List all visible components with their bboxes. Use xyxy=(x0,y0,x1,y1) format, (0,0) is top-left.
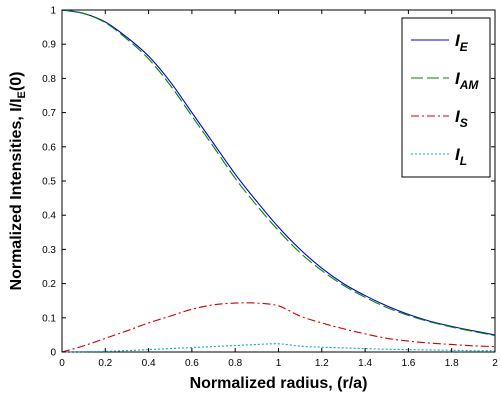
legend-label-subscript: E xyxy=(460,40,469,54)
legend-label-l: IL xyxy=(455,145,467,168)
series-group xyxy=(61,9,496,353)
y-tick-label: 0.3 xyxy=(42,245,56,256)
legend-label-s: IS xyxy=(455,107,468,130)
x-tick-label: 0 xyxy=(59,358,65,369)
x-axis-ticks: 0 0.2 0.4 0.6 0.8 1 1.2 1.4 1.6 1.8 2 xyxy=(59,10,498,369)
x-tick-label: 1.4 xyxy=(358,358,372,369)
y-tick-label: 0.4 xyxy=(42,211,56,222)
x-tick-label: 0.4 xyxy=(142,358,156,369)
x-tick-label: 0.8 xyxy=(228,358,242,369)
y-axis-title-part: (0) xyxy=(8,72,25,92)
y-tick-label: 0.2 xyxy=(42,279,56,290)
y-axis-title-subscript: E xyxy=(16,91,28,98)
y-tick-label: 0.1 xyxy=(42,313,56,324)
x-tick-label: 0.6 xyxy=(185,358,199,369)
series-line-l xyxy=(61,343,496,353)
legend-label-subscript: L xyxy=(460,154,467,168)
legend-label-e: IE xyxy=(455,31,469,54)
legend-label-subscript: AM xyxy=(459,78,480,92)
y-axis-title: Normalized Intensities, I/IE(0) xyxy=(8,72,28,291)
y-tick-label: 0 xyxy=(50,348,56,359)
legend-label-main: I xyxy=(455,145,461,164)
y-tick-label: 0.6 xyxy=(42,142,56,153)
legend-label-am: IAM xyxy=(455,69,479,92)
x-tick-label: 1.2 xyxy=(315,358,329,369)
series-line-am xyxy=(61,9,496,337)
x-tick-label: 0.2 xyxy=(98,358,112,369)
x-tick-label: 1.6 xyxy=(401,358,415,369)
series-line-e xyxy=(61,9,496,336)
y-tick-label: 1 xyxy=(50,6,56,17)
x-tick-label: 1 xyxy=(276,358,282,369)
legend-label-main: I xyxy=(455,69,461,88)
x-tick-label: 2 xyxy=(492,358,498,369)
x-tick-label: 1.8 xyxy=(445,358,459,369)
y-tick-label: 0.9 xyxy=(42,40,56,51)
x-axis-title: Normalized radius, (r/a) xyxy=(190,375,368,392)
y-tick-label: 0.7 xyxy=(42,108,56,119)
legend-label-main: I xyxy=(455,107,461,126)
legend-box xyxy=(401,17,491,178)
series-line-s xyxy=(61,302,496,353)
legend-label-subscript: S xyxy=(460,116,468,130)
y-axis-title-part: Normalized Intensities, I/I xyxy=(8,98,25,290)
y-axis-ticks: 0 0.1 0.2 0.3 0.4 0.5 0.6 0.7 0.8 0.9 1 xyxy=(42,6,495,359)
legend-label-main: I xyxy=(455,31,461,50)
y-tick-label: 0.8 xyxy=(42,74,56,85)
y-tick-label: 0.5 xyxy=(42,177,56,188)
